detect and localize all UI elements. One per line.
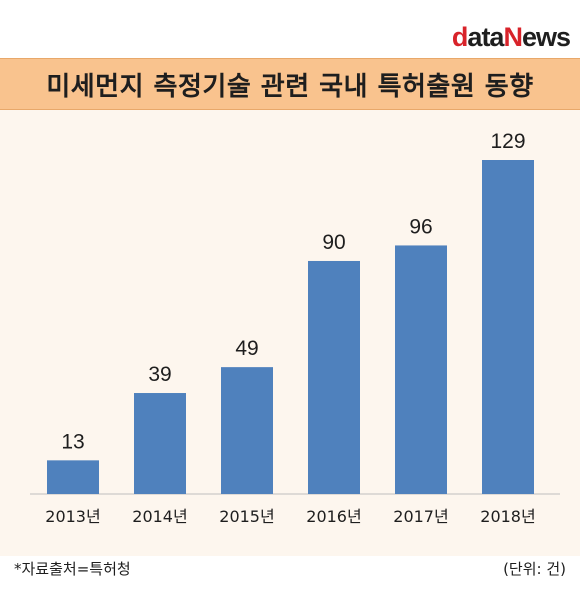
unit-note: (단위: 건) [503, 560, 566, 578]
x-tick-label-0: 2013년 [45, 507, 100, 526]
bar-5 [482, 160, 534, 494]
x-tick-label-2: 2015년 [219, 507, 274, 526]
data-label-5: 129 [490, 130, 525, 153]
chart-title: 미세먼지 측정기술 관련 국내 특허출원 동향 [46, 71, 534, 102]
bar-1 [134, 393, 186, 494]
x-tick-label-5: 2018년 [480, 507, 535, 526]
logo-d: d [451, 22, 468, 52]
bar-2 [221, 367, 273, 494]
data-label-1: 39 [148, 363, 171, 386]
bar-0 [47, 460, 99, 494]
logo-ata: ata [467, 22, 504, 52]
bar-4 [395, 245, 447, 494]
x-tick-label-1: 2014년 [132, 507, 187, 526]
bar-3 [308, 260, 360, 494]
datanews-logo: dataNews [451, 22, 571, 52]
source-note: *자료출처=특허청 [14, 560, 131, 578]
x-tick-label-4: 2017년 [393, 507, 448, 526]
logo-ews: ews [521, 22, 571, 52]
data-label-3: 90 [322, 231, 345, 254]
x-tick-label-3: 2016년 [306, 507, 361, 526]
data-label-0: 13 [61, 430, 84, 453]
data-label-2: 49 [235, 337, 258, 360]
logo-n: N [503, 22, 522, 52]
data-label-4: 96 [409, 215, 432, 238]
title-banner: 미세먼지 측정기술 관련 국내 특허출원 동향 [0, 58, 580, 110]
